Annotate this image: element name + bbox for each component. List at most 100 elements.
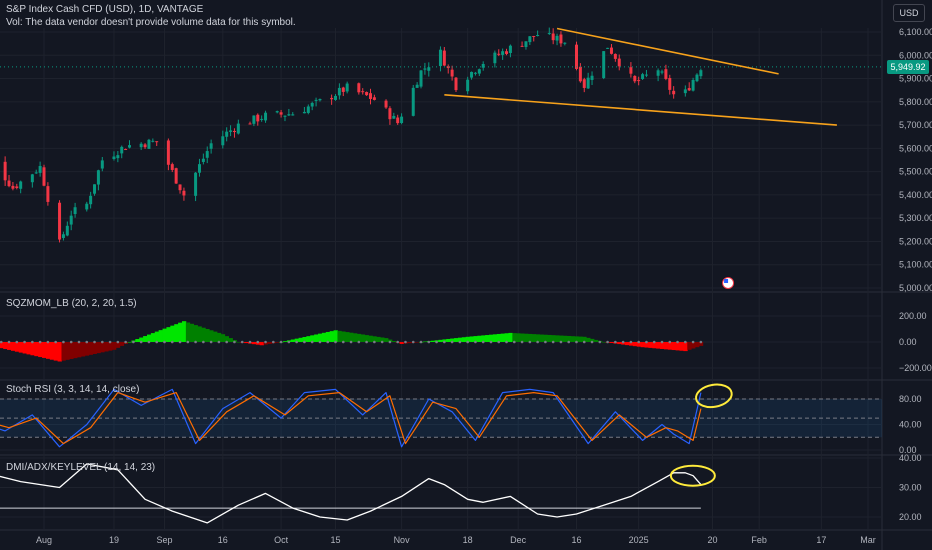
candle-down	[365, 92, 369, 96]
sqz-bar	[201, 327, 206, 342]
x-tick-label: 16	[218, 535, 228, 545]
candle-up	[602, 51, 606, 79]
sqz-bar	[504, 333, 509, 342]
sqz-bar	[302, 336, 307, 342]
candle-up	[306, 106, 310, 113]
sqz-bar	[112, 342, 117, 350]
sqz-bar	[496, 333, 502, 342]
candle-up	[19, 181, 23, 189]
squeeze-dot	[357, 340, 361, 344]
stoch-rsi-label[interactable]: Stoch RSI (3, 3, 14, 14, close)	[6, 384, 140, 395]
sqz-bar	[77, 342, 82, 358]
squeeze-dot	[334, 340, 337, 344]
squeeze-dot	[590, 340, 594, 344]
sqz-bar	[53, 342, 59, 361]
candle-down	[613, 53, 617, 59]
squeeze-dot	[396, 340, 399, 344]
sqz-bar	[283, 341, 288, 342]
x-tick-label: Aug	[36, 535, 52, 545]
y-tick-label: 5,700.00	[899, 120, 932, 130]
sqz-bar	[34, 342, 39, 357]
candle-down	[450, 69, 454, 77]
dmi-adx-label[interactable]: DMI/ADX/KEYLEVEL (14, 14, 23)	[6, 462, 156, 473]
sqz-bar	[193, 325, 198, 342]
sqz-bar	[38, 342, 43, 358]
squeeze-dot	[318, 340, 322, 344]
candle-up	[427, 67, 431, 71]
squeeze-dot	[209, 340, 213, 344]
squeeze-dot	[54, 340, 57, 344]
sqz-bar	[349, 332, 354, 342]
sqzmom-label[interactable]: SQZMOM_LB (20, 2, 20, 1.5)	[6, 298, 137, 309]
sqz-bar	[640, 342, 645, 348]
sqz-bar	[228, 338, 233, 342]
sqz-bar	[236, 342, 241, 343]
squeeze-dot	[458, 340, 462, 344]
trendline-upper	[556, 27, 779, 75]
squeeze-dot	[575, 340, 578, 344]
sqz-bar	[574, 336, 579, 342]
sqz-bar	[18, 342, 24, 353]
sqz-bar	[625, 342, 630, 346]
sqz-bar	[197, 326, 202, 342]
candle-down	[609, 47, 613, 54]
candle-up	[197, 164, 201, 173]
candle-up	[660, 71, 664, 73]
squeeze-dot	[443, 340, 446, 344]
candle-up	[139, 143, 143, 148]
candle-down	[532, 35, 536, 37]
sqz-bar	[244, 342, 249, 344]
squeeze-dot	[272, 340, 275, 344]
squeeze-dot	[139, 340, 143, 344]
candle-down	[174, 168, 178, 184]
sqz-bar	[147, 334, 152, 342]
squeeze-dot	[380, 340, 384, 344]
candle-down	[357, 83, 361, 93]
sqz-bar	[88, 342, 93, 355]
candle-up	[89, 195, 93, 205]
sqz-bar	[380, 337, 385, 342]
sqz-bar	[566, 335, 572, 342]
sqz-bar	[477, 335, 482, 342]
candle-up	[419, 70, 423, 87]
sqz-bar	[691, 342, 696, 349]
sqz-bar	[143, 336, 148, 342]
last-price-tag: 5,949.92	[887, 60, 929, 74]
candle-up	[493, 52, 497, 64]
candle-up	[656, 70, 660, 76]
y-tick-label: 30.00	[899, 483, 922, 493]
sqz-bar	[189, 323, 195, 342]
candle-down	[232, 130, 236, 132]
sqz-bar	[687, 342, 692, 350]
candle-up	[275, 111, 279, 113]
candle-up	[501, 51, 505, 55]
candle-up	[555, 35, 559, 41]
symbol-title[interactable]: S&P Index Cash CFD (USD), 1D, VANTAGE	[6, 4, 204, 15]
y-tick-label: 0.00	[899, 337, 917, 347]
sqz-bar	[679, 342, 684, 351]
currency-button[interactable]: USD	[893, 4, 925, 22]
sqz-bar	[578, 336, 583, 342]
squeeze-dot	[186, 340, 190, 344]
sqz-bar	[465, 336, 471, 342]
sqz-bar	[368, 335, 373, 342]
squeeze-dot	[69, 340, 73, 344]
squeeze-dot	[170, 340, 174, 344]
candle-up	[38, 166, 42, 173]
squeeze-dot	[582, 340, 586, 344]
candle-up	[691, 79, 695, 91]
sqz-bar	[508, 332, 513, 342]
sqz-bar	[516, 333, 521, 342]
candle-up	[524, 41, 528, 48]
candle-down	[248, 123, 252, 125]
squeeze-dot	[256, 340, 260, 344]
candle-up	[201, 158, 205, 162]
sqz-bar	[306, 336, 311, 342]
sqz-bar	[376, 336, 381, 342]
candle-down	[687, 88, 691, 91]
candle-up	[128, 145, 132, 148]
candle-up	[264, 112, 268, 121]
squeeze-dot	[248, 340, 252, 344]
squeeze-dot	[497, 340, 501, 344]
